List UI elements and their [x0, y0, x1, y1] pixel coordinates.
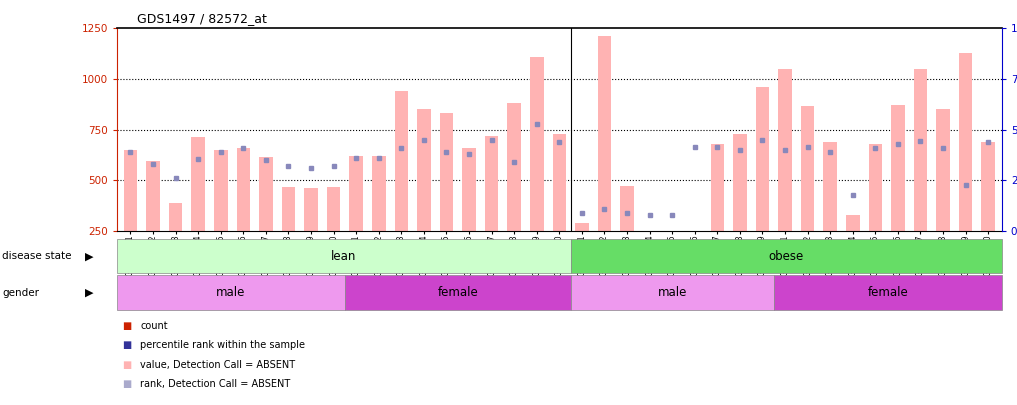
Bar: [733, 134, 746, 231]
Text: male: male: [658, 286, 686, 299]
Bar: [913, 69, 928, 231]
Text: female: female: [868, 286, 908, 299]
Bar: [774, 275, 1002, 310]
Bar: [756, 87, 769, 231]
Bar: [146, 161, 160, 231]
Bar: [395, 91, 408, 231]
Bar: [214, 150, 228, 231]
Bar: [485, 136, 498, 231]
Bar: [689, 231, 702, 237]
Bar: [571, 275, 774, 310]
Bar: [304, 188, 318, 231]
Bar: [824, 142, 837, 231]
Bar: [372, 156, 385, 231]
Bar: [237, 148, 250, 231]
Bar: [778, 69, 792, 231]
Bar: [124, 150, 137, 231]
Bar: [571, 239, 1002, 273]
Text: GDS1497 / 82572_at: GDS1497 / 82572_at: [137, 12, 267, 25]
Bar: [282, 187, 295, 231]
Text: ▶: ▶: [85, 288, 94, 298]
Text: rank, Detection Call = ABSENT: rank, Detection Call = ABSENT: [140, 379, 291, 389]
Text: ■: ■: [122, 379, 131, 389]
Bar: [937, 109, 950, 231]
Bar: [800, 107, 815, 231]
Text: male: male: [217, 286, 246, 299]
Bar: [891, 105, 905, 231]
Bar: [417, 109, 430, 231]
Text: ■: ■: [122, 321, 131, 331]
Bar: [439, 113, 454, 231]
Text: lean: lean: [332, 249, 357, 263]
Text: ■: ■: [122, 360, 131, 370]
Text: value, Detection Call = ABSENT: value, Detection Call = ABSENT: [140, 360, 296, 370]
Text: obese: obese: [769, 249, 803, 263]
Bar: [959, 53, 972, 231]
Bar: [259, 157, 273, 231]
Text: percentile rank within the sample: percentile rank within the sample: [140, 341, 305, 350]
Bar: [620, 186, 634, 231]
Bar: [350, 156, 363, 231]
Bar: [869, 144, 882, 231]
Bar: [530, 57, 543, 231]
Bar: [598, 36, 611, 231]
Bar: [981, 142, 995, 231]
Bar: [117, 239, 571, 273]
Bar: [665, 231, 679, 240]
Bar: [191, 137, 205, 231]
Bar: [463, 148, 476, 231]
Text: gender: gender: [2, 288, 39, 298]
Bar: [576, 223, 589, 231]
Text: ■: ■: [122, 341, 131, 350]
Text: disease state: disease state: [2, 251, 71, 261]
Bar: [711, 144, 724, 231]
Bar: [326, 187, 341, 231]
Bar: [345, 275, 571, 310]
Text: count: count: [140, 321, 168, 331]
Text: female: female: [437, 286, 478, 299]
Bar: [643, 231, 656, 249]
Bar: [552, 134, 566, 231]
Text: ▶: ▶: [85, 251, 94, 261]
Bar: [846, 215, 859, 231]
Bar: [507, 103, 521, 231]
Bar: [117, 275, 345, 310]
Bar: [169, 202, 182, 231]
